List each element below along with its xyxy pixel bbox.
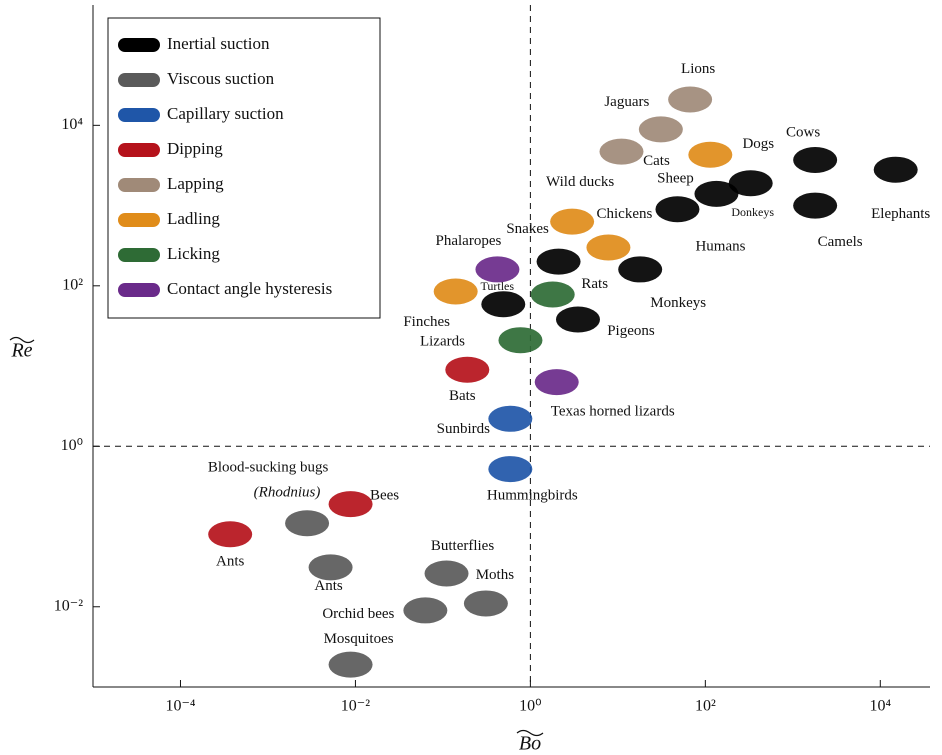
x-tick-label: 10⁻² <box>341 698 370 715</box>
x-tick-label: 10⁻⁴ <box>165 698 195 715</box>
animal-marker <box>599 138 644 165</box>
y-label-tilde <box>9 336 35 344</box>
legend-swatch <box>118 108 160 122</box>
legend-label: Viscous suction <box>167 69 275 88</box>
animal-marker <box>488 405 533 432</box>
x-tick-label: 10² <box>695 698 716 715</box>
animal-marker <box>208 521 253 548</box>
x-tick-label: 10⁰ <box>519 698 541 715</box>
animal-marker <box>328 651 373 678</box>
animal-marker <box>481 291 526 318</box>
animal-marker <box>475 256 520 283</box>
animal-marker <box>793 146 838 173</box>
animal-marker <box>463 590 508 617</box>
animal-label: Hummingbirds <box>487 488 578 504</box>
animal-label: Lizards <box>420 334 465 350</box>
animal-marker <box>873 156 918 183</box>
animal-label: Snakes <box>506 221 549 237</box>
y-tick-label: 10⁴ <box>61 116 83 133</box>
y-axis-label: Re <box>10 340 32 362</box>
x-tick-label: 10⁴ <box>870 698 892 715</box>
y-tick-label: 10⁻² <box>54 597 83 614</box>
animal-marker <box>445 356 490 383</box>
animal-label: Texas horned lizards <box>551 404 675 420</box>
legend-swatch <box>118 283 160 297</box>
animal-marker <box>618 256 663 283</box>
legend-box <box>107 17 381 319</box>
animal-marker <box>285 510 330 537</box>
animal-marker <box>555 306 600 333</box>
animal-label: Lions <box>681 61 715 77</box>
animal-marker <box>424 560 469 587</box>
animal-label: Elephants <box>871 206 930 222</box>
animal-marker <box>403 597 448 624</box>
animal-label: Dogs <box>742 136 774 152</box>
y-tick-label: 10² <box>62 276 83 293</box>
animal-marker <box>328 491 373 518</box>
animal-marker <box>655 196 700 223</box>
animal-marker <box>488 456 533 483</box>
annotation: (Rhodnius) <box>254 484 321 500</box>
animal-label: Blood-sucking bugs <box>208 460 329 476</box>
legend-swatch <box>118 213 160 227</box>
animal-label: Cows <box>786 124 820 140</box>
animal-label: Sunbirds <box>437 421 491 437</box>
legend-swatch <box>118 143 160 157</box>
animal-label: Camels <box>818 234 863 250</box>
animal-label: Phalaropes <box>436 233 502 249</box>
animal-marker <box>586 234 631 261</box>
legend-label: Inertial suction <box>167 34 270 53</box>
legend-swatch <box>118 73 160 87</box>
animal-marker <box>638 116 683 143</box>
animal-marker <box>534 369 579 396</box>
animal-marker <box>793 192 838 219</box>
legend-label: Licking <box>167 244 220 263</box>
animal-label: Butterflies <box>431 538 494 554</box>
animal-label: Bees <box>370 488 399 504</box>
y-tick-label: 10⁰ <box>61 437 83 454</box>
legend-swatch <box>118 38 160 52</box>
animal-label: Chickens <box>597 206 653 222</box>
animal-label: Monkeys <box>650 295 706 311</box>
legend-label: Contact angle hysteresis <box>167 279 332 298</box>
legend-label: Lapping <box>167 174 224 193</box>
animal-marker <box>668 86 713 113</box>
animal-marker <box>688 141 733 168</box>
animal-marker <box>530 281 575 308</box>
animal-label: Cats <box>643 153 670 169</box>
animal-marker <box>550 208 595 235</box>
animal-label: Turtles <box>480 279 514 293</box>
animal-label: Mosquitoes <box>324 631 394 647</box>
legend-label: Dipping <box>167 139 223 158</box>
animal-label: Humans <box>695 238 745 254</box>
animal-label: Donkeys <box>731 205 774 219</box>
x-axis-label: Bo <box>519 733 541 755</box>
animal-label: Jaguars <box>604 94 649 110</box>
legend-label: Ladling <box>167 209 220 228</box>
animal-label: Orchid bees <box>322 606 394 622</box>
animal-label: Rats <box>581 276 608 292</box>
animal-label: Ants <box>314 578 343 594</box>
animal-marker <box>728 170 773 197</box>
legend-swatch <box>118 178 160 192</box>
animal-marker <box>498 327 543 354</box>
animal-label: Sheep <box>657 171 694 187</box>
x-label-tilde <box>516 729 544 737</box>
animal-label: Wild ducks <box>546 174 614 190</box>
animal-label: Moths <box>476 567 515 583</box>
animal-label: Pigeons <box>607 323 655 339</box>
legend-swatch <box>118 248 160 262</box>
animal-marker <box>433 278 478 305</box>
animal-label: Finches <box>403 314 450 330</box>
animal-marker <box>694 180 739 207</box>
animal-label: Ants <box>216 554 245 570</box>
legend-label: Capillary suction <box>167 104 284 123</box>
animal-marker <box>308 554 353 581</box>
animal-label: Bats <box>449 388 476 404</box>
animal-marker <box>536 248 581 275</box>
